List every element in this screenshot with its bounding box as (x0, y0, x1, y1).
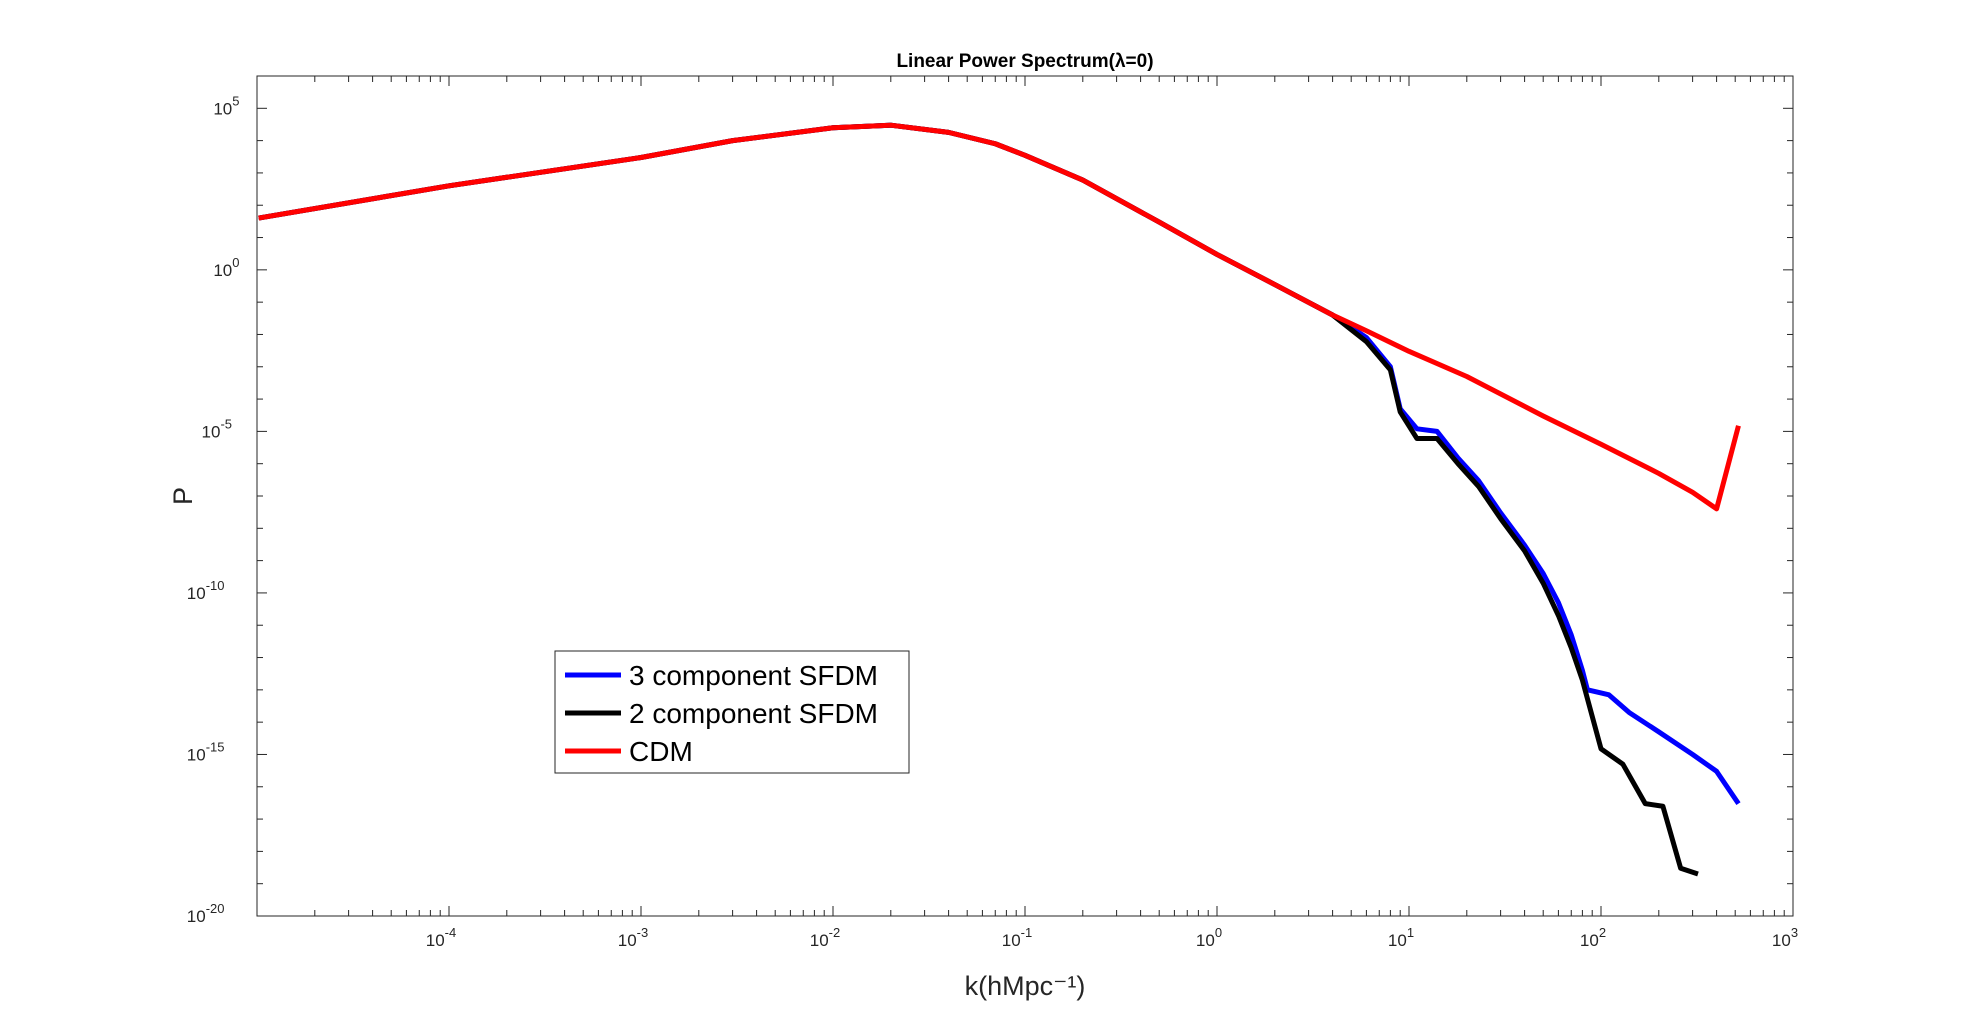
x-tick-label: 10-2 (810, 925, 840, 950)
y-tick-label: 10-15 (187, 739, 225, 764)
legend-entry: CDM (629, 736, 693, 767)
y-tick-label: 100 (213, 255, 239, 280)
legend: 3 component SFDM 2 component SFDM CDM (554, 650, 910, 774)
x-tick-label: 103 (1772, 925, 1798, 950)
x-tick-label: 10-1 (1002, 925, 1032, 950)
legend-entry: 3 component SFDM (629, 660, 878, 691)
x-tick-label: 10-3 (618, 925, 648, 950)
x-tick-label: 102 (1580, 925, 1606, 950)
series-line-3 (258, 122, 1741, 512)
x-axis-label: k(hMpc⁻¹) (965, 971, 1086, 1001)
x-tick-label: 100 (1196, 925, 1222, 950)
y-tick-label: 10-20 (187, 901, 225, 926)
x-tick-label: 101 (1388, 925, 1414, 950)
y-tick-label: 10-10 (187, 578, 225, 603)
y-axis-label: P (168, 487, 198, 505)
y-tick-label: 105 (213, 93, 239, 118)
legend-entry: 2 component SFDM (629, 698, 878, 729)
y-tick-labels: 10-20 10-15 10-10 10-5 100 105 (187, 93, 240, 926)
series-lines (258, 122, 1741, 877)
x-tick-labels: 10-4 10-3 10-2 10-1 100 101 102 103 (426, 925, 1798, 950)
plot-frame (256, 75, 1794, 917)
y-tick-label: 10-5 (202, 416, 232, 441)
x-tick-label: 10-4 (426, 925, 456, 950)
chart-title: Linear Power Spectrum(λ=0) (896, 51, 1153, 72)
plot-area (257, 76, 1793, 916)
